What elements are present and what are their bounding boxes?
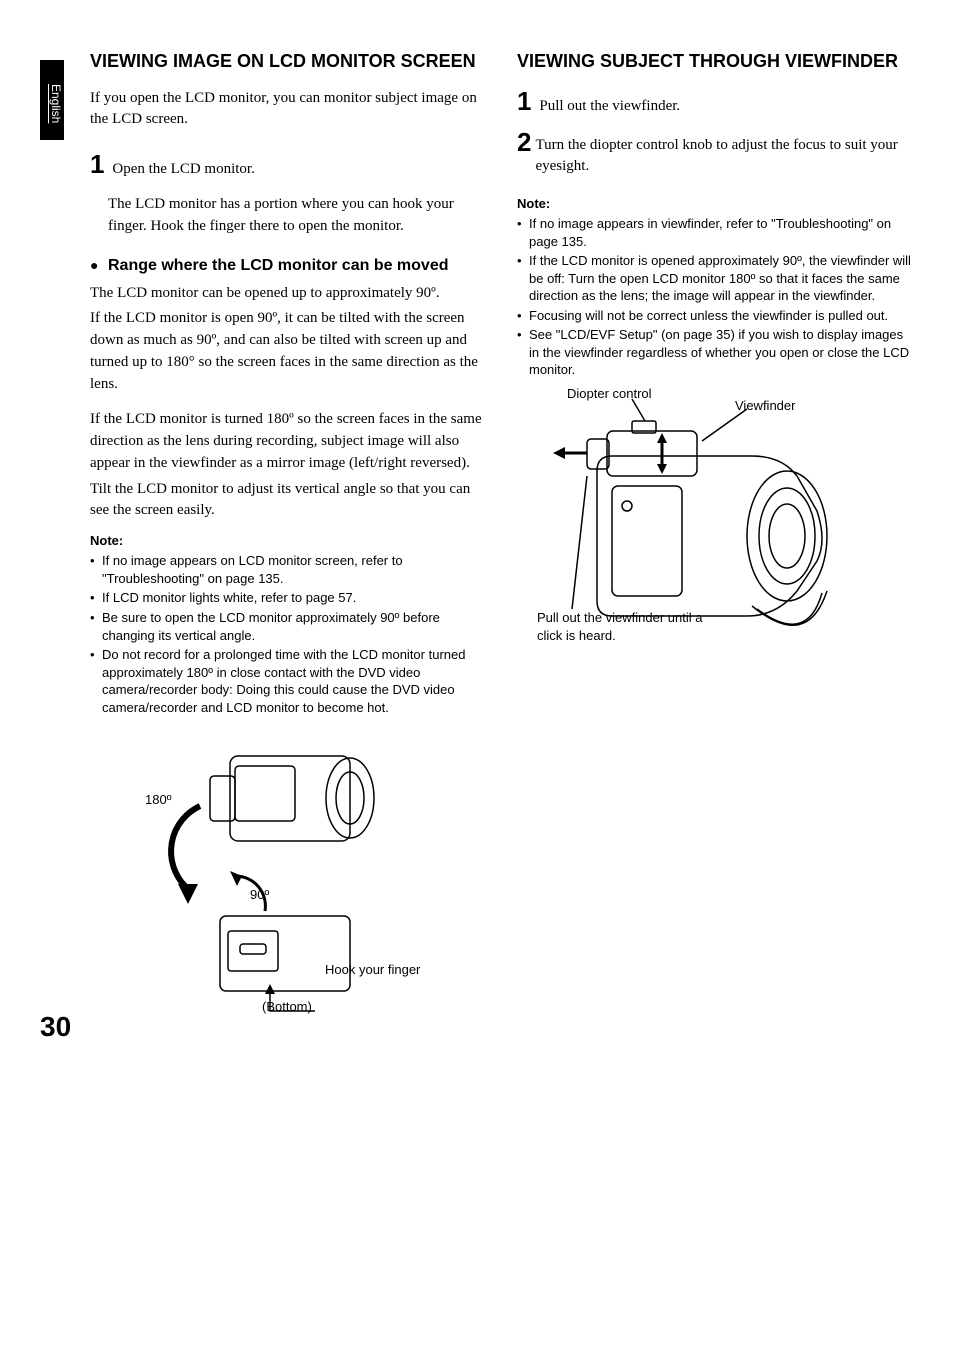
label-diopter-control: Diopter control <box>567 385 652 403</box>
camera-lcd-illustration <box>90 736 470 1036</box>
right-note-item: Focusing will not be correct unless the … <box>517 307 914 325</box>
label-pullout: Pull out the viewfinder until a click is… <box>537 609 717 645</box>
right-title: VIEWING SUBJECT THROUGH VIEWFINDER <box>517 50 914 73</box>
label-hook-finger: Hook your finger <box>325 961 420 979</box>
right-note-label: Note: <box>517 195 914 213</box>
left-title: VIEWING IMAGE ON LCD MONITOR SCREEN <box>90 50 487 73</box>
left-step-1: 1 Open the LCD monitor. <box>90 146 487 182</box>
label-viewfinder: Viewfinder <box>735 397 795 415</box>
right-step1-text: Pull out the viewfinder. <box>539 98 680 114</box>
label-180deg: 180º <box>145 791 171 809</box>
right-column: VIEWING SUBJECT THROUGH VIEWFINDER 1 Pul… <box>517 50 914 1036</box>
left-note-item: Be sure to open the LCD monitor approxim… <box>90 609 487 644</box>
step-number-1: 1 <box>517 86 531 116</box>
right-step2-text: Turn the diopter control knob to adjust … <box>535 129 914 177</box>
left-sub-heading: Range where the LCD monitor can be moved <box>90 256 487 277</box>
left-range-p4: Tilt the LCD monitor to adjust its verti… <box>90 479 487 523</box>
left-note-item: Do not record for a prolonged time with … <box>90 646 487 716</box>
left-range-p2: If the LCD monitor is open 90º, it can b… <box>90 308 487 395</box>
label-90deg: 90º <box>250 886 269 904</box>
left-intro: If you open the LCD monitor, you can mon… <box>90 88 487 132</box>
label-bottom: (Bottom) <box>262 998 312 1016</box>
left-notes-list: If no image appears on LCD monitor scree… <box>90 552 487 716</box>
left-note-item: If LCD monitor lights white, refer to pa… <box>90 589 487 607</box>
step-number-2: 2 <box>517 129 531 155</box>
lcd-monitor-diagram: 180º 90º Hook your finger (Bottom) <box>90 736 487 1036</box>
left-step1-detail: The LCD monitor has a portion where you … <box>108 194 487 238</box>
left-range-p1: The LCD monitor can be opened up to appr… <box>90 283 487 305</box>
left-column: VIEWING IMAGE ON LCD MONITOR SCREEN If y… <box>90 50 487 1036</box>
page-number: 30 <box>40 1007 71 1046</box>
right-note-item: If the LCD monitor is opened approximate… <box>517 252 914 305</box>
viewfinder-diagram: Diopter control Viewfinder Pull out the … <box>517 391 914 671</box>
left-step1-text: Open the LCD monitor. <box>112 161 255 177</box>
left-range-p3: If the LCD monitor is turned 180º so the… <box>90 409 487 474</box>
language-tab: English <box>40 60 64 140</box>
right-step-1: 1 Pull out the viewfinder. <box>517 83 914 119</box>
right-note-item: If no image appears in viewfinder, refer… <box>517 215 914 250</box>
right-notes-list: If no image appears in viewfinder, refer… <box>517 215 914 379</box>
left-note-label: Note: <box>90 532 487 550</box>
left-note-item: If no image appears on LCD monitor scree… <box>90 552 487 587</box>
step-number-1: 1 <box>90 149 104 179</box>
right-step-2: 2 Turn the diopter control knob to adjus… <box>517 129 914 177</box>
right-note-item: See "LCD/EVF Setup" (on page 35) if you … <box>517 326 914 379</box>
